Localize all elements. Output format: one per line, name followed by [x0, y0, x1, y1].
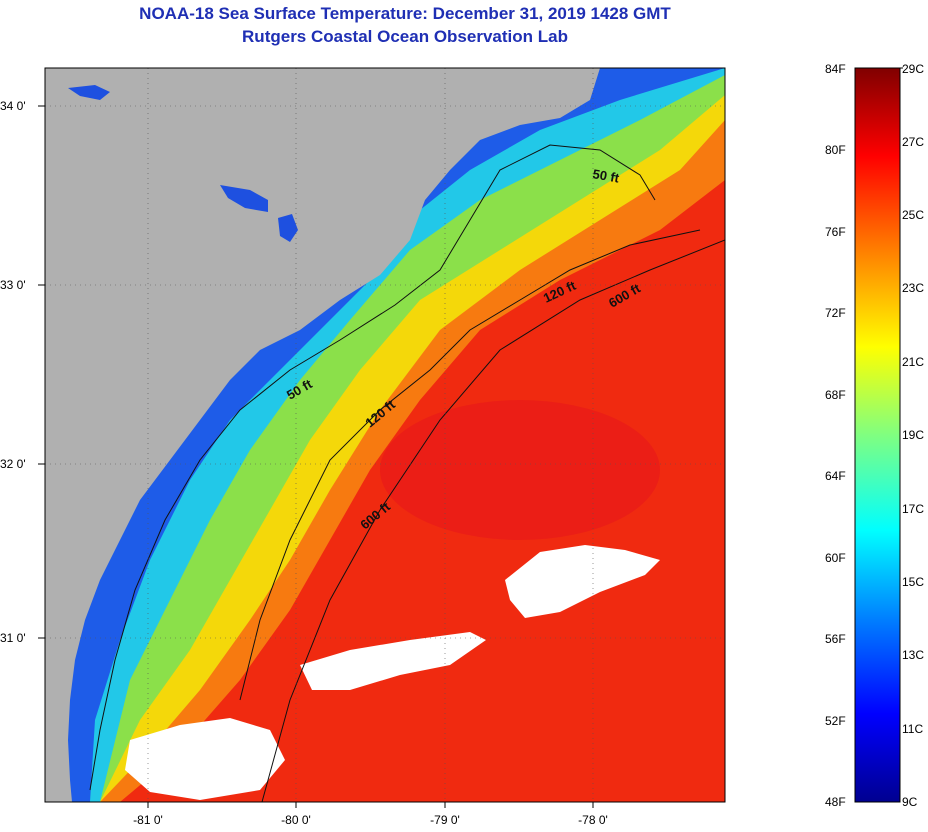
grid-lines — [45, 68, 725, 802]
map-area: 50 ft 50 ft 120 ft 120 ft 600 ft 600 ft — [45, 68, 725, 802]
colorbar-c-label: 19C — [902, 428, 924, 442]
colorbar-c-label: 17C — [902, 502, 924, 516]
lon-label: -80 0' — [281, 813, 311, 827]
colorbar-c-label: 25C — [902, 208, 924, 222]
colorbar-f-label: 56F — [825, 632, 846, 646]
cloud-patch — [505, 545, 660, 618]
colorbar-f-label: 76F — [825, 225, 846, 239]
map-frame — [44, 67, 726, 803]
colorbar-f-label: 52F — [825, 714, 846, 728]
cloud-patch — [300, 632, 486, 690]
lake-patch — [220, 185, 268, 212]
colorbar-c-label: 23C — [902, 281, 924, 295]
lat-label: 31 0' — [0, 631, 26, 645]
colorbar-f-label: 68F — [825, 388, 846, 402]
colorbar-f-label: 72F — [825, 306, 846, 320]
isobath-120ft — [239, 229, 701, 701]
chart-title: NOAA-18 Sea Surface Temperature: Decembe… — [139, 4, 671, 23]
land-mass — [45, 68, 600, 802]
axis-ticks — [38, 105, 594, 808]
colorbar-f-labels: 84F 80F 76F 72F 68F 64F 60F 56F 52F 48F — [825, 62, 846, 809]
colorbar-c-label: 27C — [902, 135, 924, 149]
chart-subtitle: Rutgers Coastal Ocean Observation Lab — [242, 27, 568, 46]
lon-label: -79 0' — [430, 813, 460, 827]
colorbar-c-label: 11C — [902, 722, 923, 736]
lake-patch — [68, 85, 110, 100]
colorbar-f-label: 80F — [825, 143, 846, 157]
contour-label-50ft-north: 50 ft — [591, 166, 621, 186]
colorbar-f-label: 48F — [825, 795, 846, 809]
lat-label: 34 0' — [0, 99, 26, 113]
isobath-50ft — [89, 144, 656, 791]
colorbar-c-label: 21C — [902, 355, 924, 369]
colorbar-c-label: 9C — [902, 795, 918, 809]
lat-label: 32 0' — [0, 457, 26, 471]
colorbar-c-label: 13C — [902, 648, 924, 662]
cloud-patch — [125, 718, 285, 800]
isobath-600ft — [261, 239, 725, 802]
colorbar-f-label: 84F — [825, 62, 846, 76]
colorbar — [854, 67, 901, 803]
colorbar-f-label: 60F — [825, 551, 846, 565]
colorbar-c-labels: 29C 27C 25C 23C 21C 19C 17C 15C 13C 11C … — [898, 62, 924, 809]
colorbar-c-label: 29C — [902, 62, 924, 76]
warm-eddy — [380, 400, 660, 540]
lake-patch — [278, 214, 298, 242]
lon-label: -78 0' — [578, 813, 608, 827]
lon-label: -81 0' — [133, 813, 163, 827]
colorbar-f-label: 64F — [825, 469, 846, 483]
lat-label: 33 0' — [0, 278, 26, 292]
colorbar-c-label: 15C — [902, 575, 924, 589]
